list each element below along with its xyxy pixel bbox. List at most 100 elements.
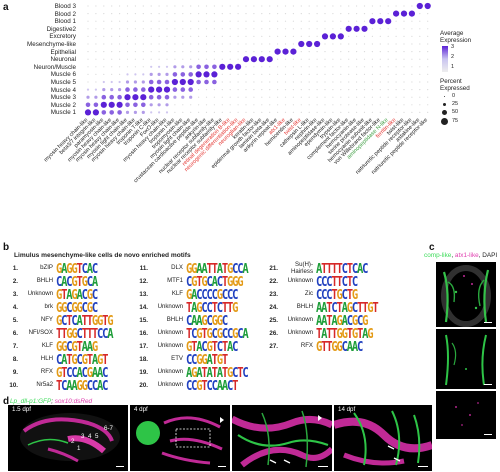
dot-r0-c28: [308, 5, 310, 7]
motif-name: Unknown: [157, 303, 183, 311]
dot-r5-c38: [387, 43, 389, 45]
dot-r4-c10: [166, 35, 168, 38]
dot-r6-c18: [229, 51, 231, 53]
motif-logo: TCAAGGCCAC: [56, 378, 108, 393]
dot-r9-c30: [324, 73, 326, 75]
dot-r7-c23: [266, 56, 273, 63]
dot-r0-c12: [182, 5, 184, 7]
stage-label-4dpf: 4 dpf: [134, 406, 148, 413]
dot-r5-c17: [221, 43, 223, 45]
dot-r8-c27: [300, 66, 302, 68]
dot-r6-c41: [411, 51, 413, 53]
motif-logo: AATAGACGCG: [316, 313, 368, 328]
dot-r11-c3: [110, 88, 114, 92]
dot-r6-c35: [363, 51, 366, 53]
row-label-0: Blood 3: [54, 3, 76, 10]
dot-r3-c22: [261, 28, 263, 30]
dot-r3-c5: [126, 28, 129, 30]
dot-r14-c40: [403, 111, 405, 113]
dot-r3-c11: [174, 28, 176, 30]
dot-r1-c20: [245, 13, 247, 15]
dot-r1-c2: [103, 13, 105, 15]
dot-r9-c40: [403, 73, 405, 75]
dot-r11-c27: [300, 89, 302, 91]
dot-r8-c35: [363, 66, 366, 68]
motif-number: 1.: [12, 265, 18, 272]
dot-r8-c25: [284, 66, 287, 68]
panel-a-row-labels: Blood 3 Blood 2 Blood 1 Digestive2 Excretory…: [6, 0, 78, 130]
motif-logo: CACGTGCA: [56, 274, 98, 289]
motif-row: 4. brk GGCGGCGC: [6, 301, 98, 314]
dot-r5-c30: [324, 43, 326, 45]
dot-r11-c41: [411, 89, 413, 91]
dot-r2-c21: [253, 20, 255, 22]
dot-r1-c37: [379, 13, 381, 15]
dot-r7-c42: [419, 58, 421, 60]
dot-r10-c9: [156, 79, 162, 85]
motif-number: 25.: [269, 317, 278, 324]
dot-r10-c37: [379, 81, 381, 83]
scale-bar: [484, 434, 492, 436]
row-label-9: Muscle 6: [50, 71, 76, 79]
dot-r6-c12: [182, 51, 184, 53]
dot-r3-c19: [237, 28, 239, 30]
dot-r3-c27: [300, 28, 302, 30]
dot-r0-c23: [269, 5, 271, 7]
dot-r4-c41: [411, 35, 413, 38]
dot-r5-c0: [87, 43, 89, 45]
dot-r0-c30: [324, 5, 326, 7]
dot-r6-c26: [290, 48, 297, 55]
dot-r0-c39: [395, 5, 397, 7]
dot-r7-c3: [111, 58, 113, 60]
dot-r5-c20: [245, 43, 247, 45]
pct-tick-0: 0: [452, 93, 456, 99]
dot-r12-c1: [94, 95, 98, 99]
dot-r6-c16: [213, 51, 215, 53]
dot-r9-c5: [126, 73, 129, 76]
dot-r4-c14: [198, 35, 200, 38]
dot-r13-c11: [174, 104, 176, 106]
dot-r14-c11: [174, 111, 176, 113]
motif-name: Unknown: [157, 368, 183, 376]
dot-r9-c42: [419, 73, 421, 75]
motif-name: Nr5a2: [36, 381, 53, 389]
dot-r1-c13: [190, 13, 192, 15]
dot-r2-c27: [300, 20, 302, 22]
arch-number-3: 3: [81, 433, 85, 440]
dot-r3-c8: [150, 28, 152, 30]
dot-r14-c15: [205, 111, 208, 113]
dot-r1-c22: [261, 13, 263, 15]
dot-r8-c26: [292, 66, 294, 68]
dot-r12-c12: [181, 95, 185, 99]
motif-number: 3.: [12, 291, 18, 298]
dot-r11-c20: [245, 89, 247, 91]
dot-r7-c41: [411, 58, 413, 60]
dot-r11-c23: [269, 89, 271, 91]
motif-name: BHLH: [166, 316, 183, 324]
dot-r9-c16: [211, 71, 218, 78]
dot-r5-c29: [314, 40, 321, 48]
dot-r10-c23: [269, 81, 271, 83]
dot-r5-c9: [158, 43, 160, 45]
dot-r7-c38: [387, 58, 389, 60]
dot-r6-c13: [190, 51, 192, 53]
dot-r11-c26: [292, 89, 294, 91]
dot-r1-c28: [308, 13, 310, 15]
dot-r14-c23: [269, 111, 271, 113]
dot-r14-c7: [141, 110, 145, 114]
dot-r8-c1: [95, 66, 97, 68]
dot-r8-c17: [219, 63, 226, 70]
dot-r4-c31: [329, 33, 336, 40]
dot-r12-c40: [403, 96, 405, 98]
dot-r14-c14: [198, 111, 200, 113]
dot-r6-c0: [87, 51, 89, 53]
dot-r4-c40: [403, 35, 405, 38]
motif-row: 7. KLF GGCGTAAG: [6, 340, 98, 353]
dot-r4-c37: [379, 35, 381, 38]
dot-r10-c2: [102, 80, 105, 84]
dot-r5-c10: [166, 43, 168, 45]
row-label-2: Blood 1: [54, 18, 76, 26]
dot-r14-c3: [109, 110, 114, 115]
dot-r10-c29: [316, 81, 318, 83]
